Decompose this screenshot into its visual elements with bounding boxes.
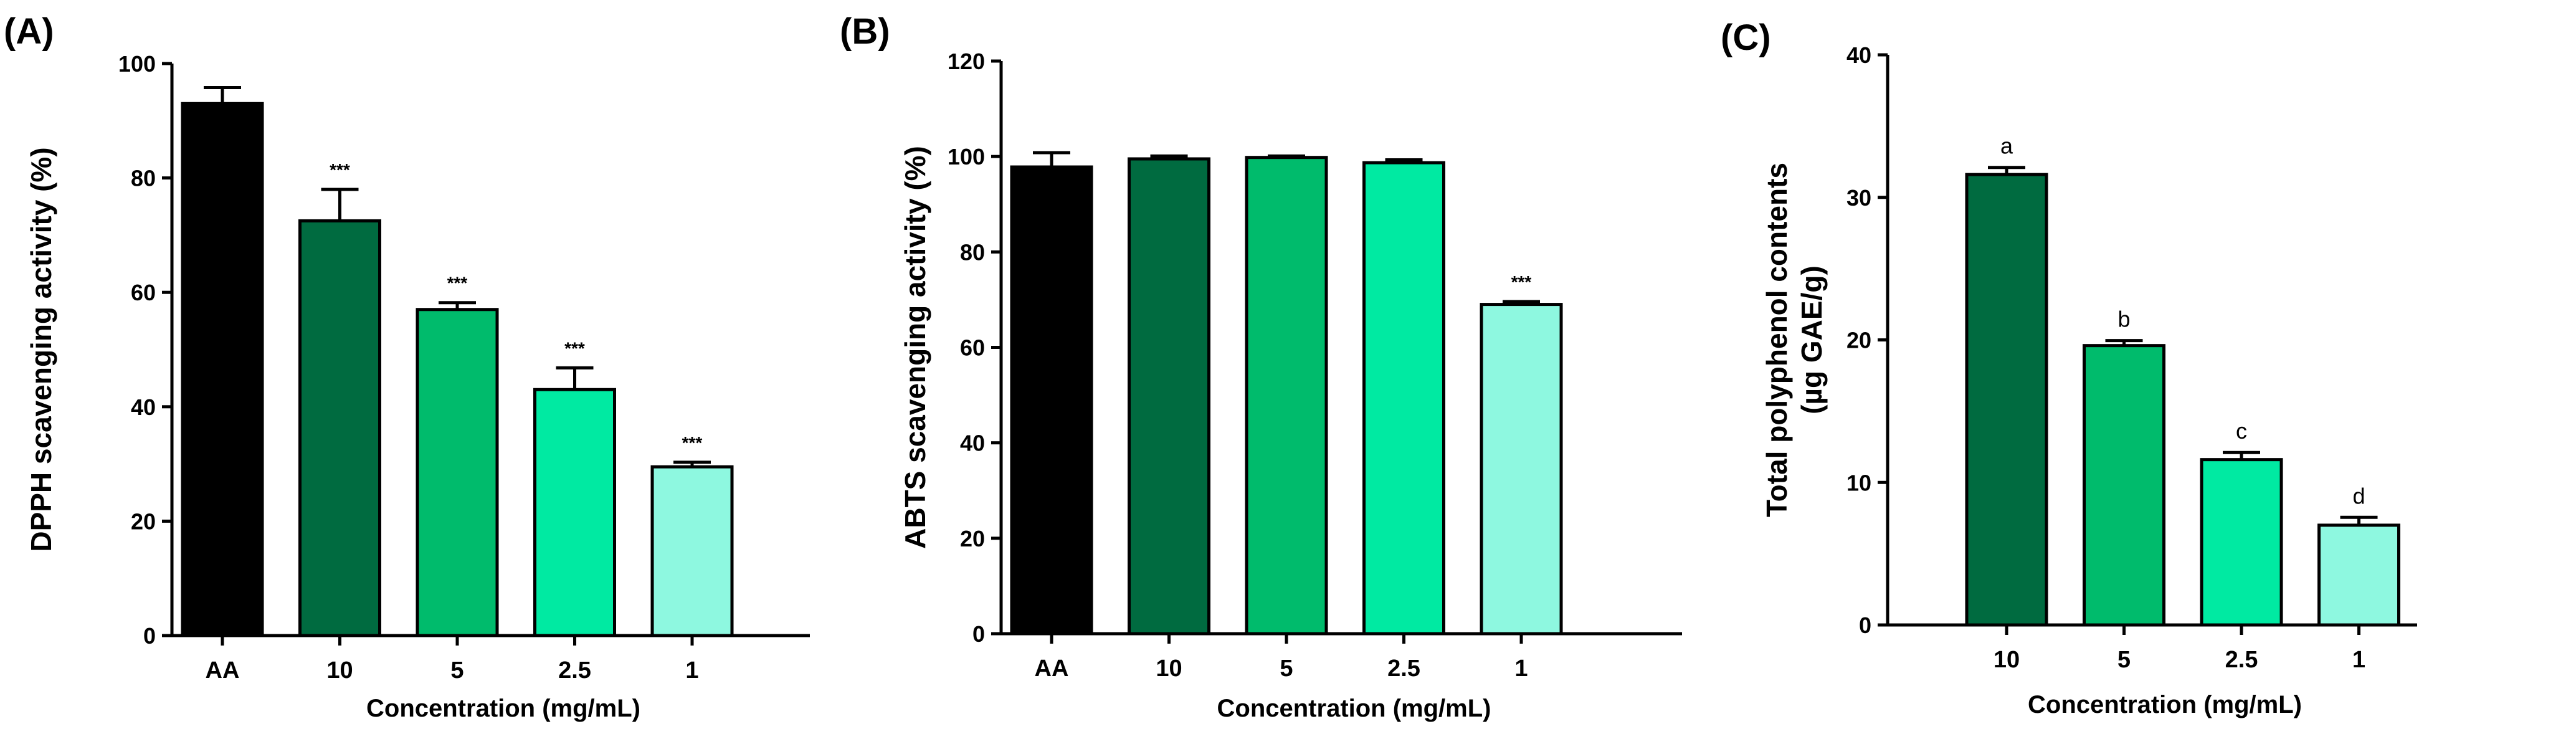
bar [1010,165,1093,636]
bar [2083,344,2165,627]
x-tick-label: 10 [1156,656,1182,682]
bar [2200,458,2283,627]
bar [1128,157,1210,636]
bar [1245,156,1328,636]
y-tick-label: 40 [131,394,156,420]
y-tick-label: 10 [1846,470,1871,495]
y-tick-label: 20 [131,508,156,534]
bar [2317,523,2400,627]
y-tick-label: 40 [960,431,985,456]
x-tick-label: 5 [450,657,463,684]
y-tick-label: 100 [118,51,156,77]
bar [181,102,264,637]
x-tick-label: 2.5 [2225,647,2258,673]
x-axis-title: Concentration (mg/mL) [1217,695,1491,722]
y-tick-label: 120 [948,49,985,74]
significance-label: c [2236,418,2247,444]
bar [416,308,499,637]
x-tick-label: 2.5 [1387,656,1420,682]
x-tick-label: 5 [1280,656,1293,682]
significance-label: d [2352,483,2365,508]
bar [1362,161,1445,636]
y-tick-label: 60 [960,335,985,361]
y-tick-label: 40 [1846,42,1871,68]
y-axis-title-line: (µg GAE/g) [1795,265,1828,414]
x-tick-label: 10 [1994,647,2020,673]
y-tick-label: 80 [131,166,156,191]
significance-label: *** [1511,272,1532,292]
y-axis-title: DPPH scavenging activity (%) [25,147,57,551]
x-tick-label: 1 [2352,647,2365,673]
bar [533,388,616,637]
significance-label: a [2000,133,2013,159]
x-axis-title: Concentration (mg/mL) [2028,691,2302,718]
y-tick-label: 60 [131,280,156,305]
significance-label: *** [330,160,350,179]
x-tick-label: 2.5 [558,657,591,684]
panel-label: (B) [840,11,890,52]
y-axis-title: ABTS scavenging activity (%) [899,146,931,549]
y-axis-title: Total polyphenol contents(µg GAE/g) [1761,163,1828,517]
y-tick-label: 100 [948,144,985,169]
y-tick-label: 0 [1859,613,1871,638]
x-tick-label: 10 [326,657,353,684]
x-tick-label: 1 [1514,656,1528,682]
y-tick-label: 20 [960,526,985,551]
x-axis-title: Concentration (mg/mL) [366,695,640,722]
significance-label: b [2117,307,2130,332]
significance-label: *** [564,338,585,358]
bar [1965,173,2048,627]
y-tick-label: 30 [1846,185,1871,211]
bar [650,465,734,637]
x-tick-label: 1 [685,657,698,684]
x-tick-label: 5 [2117,647,2131,673]
y-tick-label: 80 [960,239,985,265]
significance-label: *** [447,274,468,293]
y-tick-label: 0 [143,623,156,649]
y-axis-title-line: Total polyphenol contents [1761,163,1793,517]
y-tick-label: 0 [972,621,985,647]
panel-label: (C) [1721,17,1771,58]
significance-label: *** [682,433,703,452]
x-tick-label: AA [206,657,240,684]
bar [1480,303,1563,636]
panel-label: (A) [4,11,54,52]
bar [298,219,381,637]
y-tick-label: 20 [1846,328,1871,353]
x-tick-label: AA [1035,656,1069,682]
